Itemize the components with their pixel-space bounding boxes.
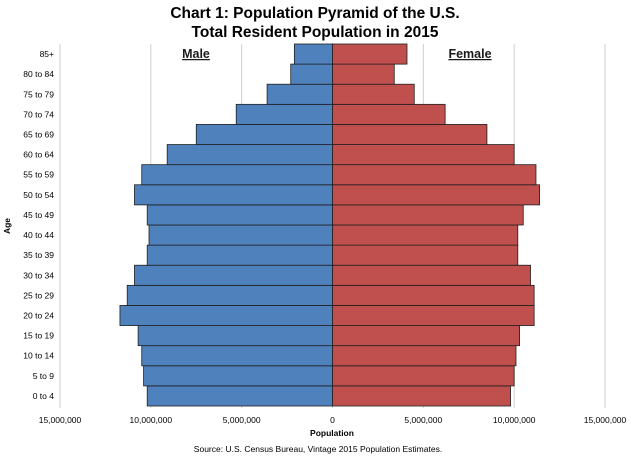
bar-male [141,164,333,186]
bar-male [146,385,333,407]
y-tick-label: 30 to 34 [23,270,54,280]
y-tick-label: 60 to 64 [23,150,54,160]
bar-male [290,63,333,85]
legend-female: Female [448,47,491,61]
y-tick-label: 75 to 79 [23,89,54,99]
bar-male [126,284,333,306]
x-tick-label: 5,000,000 [404,415,442,425]
bar-male [266,83,333,105]
x-tick-labels: 15,000,000 10,000,000 5,000,000 0 5,000,000 1… [39,415,627,425]
x-tick-label: 15,000,000 [39,415,82,425]
legend-male: Male [182,47,210,61]
bar-male [195,124,333,145]
bar-female [332,345,517,367]
bar-male [235,103,333,125]
y-tick-label: 70 to 74 [23,109,54,119]
source-note: Source: U.S. Census Bureau, Vintage 2015… [194,444,442,454]
bar-female [332,325,521,347]
bar-female [332,43,408,65]
y-tick-label: 45 to 49 [23,210,54,220]
y-tick-label: 10 to 14 [23,351,54,361]
x-axis-label: Population [310,428,354,438]
y-tick-label: 25 to 29 [23,290,54,300]
bar-male [166,144,333,166]
y-tick-label: 40 to 44 [23,230,54,240]
bar-male [134,184,333,206]
bar-male [137,325,333,347]
bar-female [332,264,531,286]
y-tick-label: 50 to 54 [23,190,54,200]
x-tick-label: 5,000,000 [223,415,261,425]
bar-male [146,204,333,226]
bar-female [332,224,519,246]
x-tick-label: 10,000,000 [493,415,536,425]
bars [119,43,541,407]
bar-female [332,204,524,226]
bar-female [332,184,541,206]
bar-male [141,345,333,367]
y-tick-label: 55 to 59 [23,170,54,180]
y-tick-labels: 0 to 4 5 to 9 10 to 14 15 to 19 20 to 24 25 t… [23,49,54,401]
bar-female [332,63,395,85]
bar-male [119,305,333,326]
bar-female [332,244,519,266]
bar-male [146,244,333,266]
y-axis-label: Age [2,218,12,234]
bar-female [332,365,515,387]
bar-male [293,43,333,65]
bar-female [332,83,415,105]
y-tick-label: 65 to 69 [23,130,54,140]
x-tick-label: 15,000,000 [584,415,627,425]
y-tick-label: 0 to 4 [33,391,55,401]
bar-male [143,365,333,387]
chart-title-line2: Total Resident Population in 2015 [192,24,439,41]
bar-female [332,124,488,145]
chart-title-line1: Chart 1: Population Pyramid of the U.S. [170,5,459,22]
x-tick-label: 0 [330,415,335,425]
y-tick-label: 35 to 39 [23,250,54,260]
y-tick-label: 20 to 24 [23,311,54,321]
bar-male [148,224,333,246]
y-tick-label: 85+ [40,49,54,59]
bar-male [134,264,333,286]
y-tick-label: 80 to 84 [23,69,54,79]
bar-female [332,164,537,186]
y-tick-label: 15 to 19 [23,331,54,341]
bar-female [332,305,535,326]
y-tick-label: 5 to 9 [33,371,55,381]
bar-female [332,385,511,407]
bar-female [332,284,535,306]
bar-female [332,144,515,166]
x-tick-label: 10,000,000 [130,415,173,425]
bar-female [332,103,446,125]
